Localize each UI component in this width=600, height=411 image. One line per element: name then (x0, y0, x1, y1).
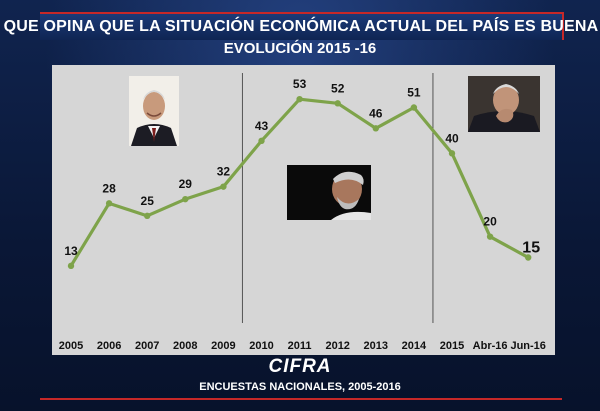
x-tick-jun-16: Jun-16 (510, 340, 545, 352)
x-tick-2010: 2010 (249, 340, 273, 352)
chart-panel: 13 28 25 29 32 43 53 52 46 51 40 20 15 2005 2006 2007 2… (52, 65, 555, 355)
data-point-abr-16 (486, 233, 494, 240)
data-point-2010 (258, 137, 265, 145)
data-point-2012 (334, 100, 341, 107)
x-tick-2013: 2013 (364, 340, 388, 352)
data-point-2008 (182, 195, 189, 203)
data-point-2011 (296, 95, 303, 103)
data-label-2010: 43 (255, 119, 269, 133)
data-label-jun-16: 15 (522, 240, 540, 257)
x-tick-2011: 2011 (288, 340, 312, 352)
x-tick-2007: 2007 (135, 340, 159, 352)
data-point-2009 (220, 183, 227, 190)
data-point-2014 (410, 104, 418, 111)
x-tick-2012: 2012 (325, 340, 349, 352)
x-tick-2014: 2014 (402, 340, 427, 352)
data-point-jun-16 (525, 254, 532, 261)
data-label-2014: 51 (407, 86, 421, 100)
x-tick-2015: 2015 (440, 340, 464, 352)
data-label-2006: 28 (102, 181, 116, 195)
data-label-2009: 32 (217, 165, 231, 179)
data-label-2005: 13 (64, 244, 78, 258)
data-point-2005 (67, 262, 75, 270)
bottom-accent-line (40, 398, 562, 400)
data-point-2006 (105, 200, 113, 207)
x-tick-2008: 2008 (173, 340, 197, 352)
data-label-2015: 40 (445, 131, 459, 145)
portrait-photo-third-period (468, 76, 540, 132)
portrait-photo-second-period (287, 165, 371, 220)
data-label-2013: 46 (369, 106, 383, 120)
data-label-2012: 52 (331, 81, 345, 95)
title-bar: QUE OPINA QUE LA SITUACIÓN ECONÓMICA ACT… (4, 12, 598, 40)
data-point-2013 (372, 125, 379, 132)
data-point-2007 (144, 212, 151, 220)
data-label-2011: 53 (293, 77, 307, 91)
data-label-2008: 29 (179, 177, 193, 191)
cifra-logo: CIFRA (268, 356, 332, 377)
x-tick-abr-16: Abr-16 (473, 340, 508, 352)
x-tick-2006: 2006 (97, 340, 121, 352)
chart-subtitle: EVOLUCIÓN 2015 -16 (223, 40, 377, 57)
x-tick-2009: 2009 (211, 340, 235, 352)
data-label-2007: 25 (141, 194, 155, 208)
data-label-abr-16: 20 (483, 215, 497, 229)
data-point-2015 (448, 150, 456, 157)
source-note: ENCUESTAS NACIONALES, 2005-2016 (199, 381, 401, 393)
portrait-photo-first-period (129, 76, 179, 146)
x-tick-2005: 2005 (59, 340, 83, 352)
chart-title: QUE OPINA QUE LA SITUACIÓN ECONÓMICA ACT… (3, 18, 599, 35)
